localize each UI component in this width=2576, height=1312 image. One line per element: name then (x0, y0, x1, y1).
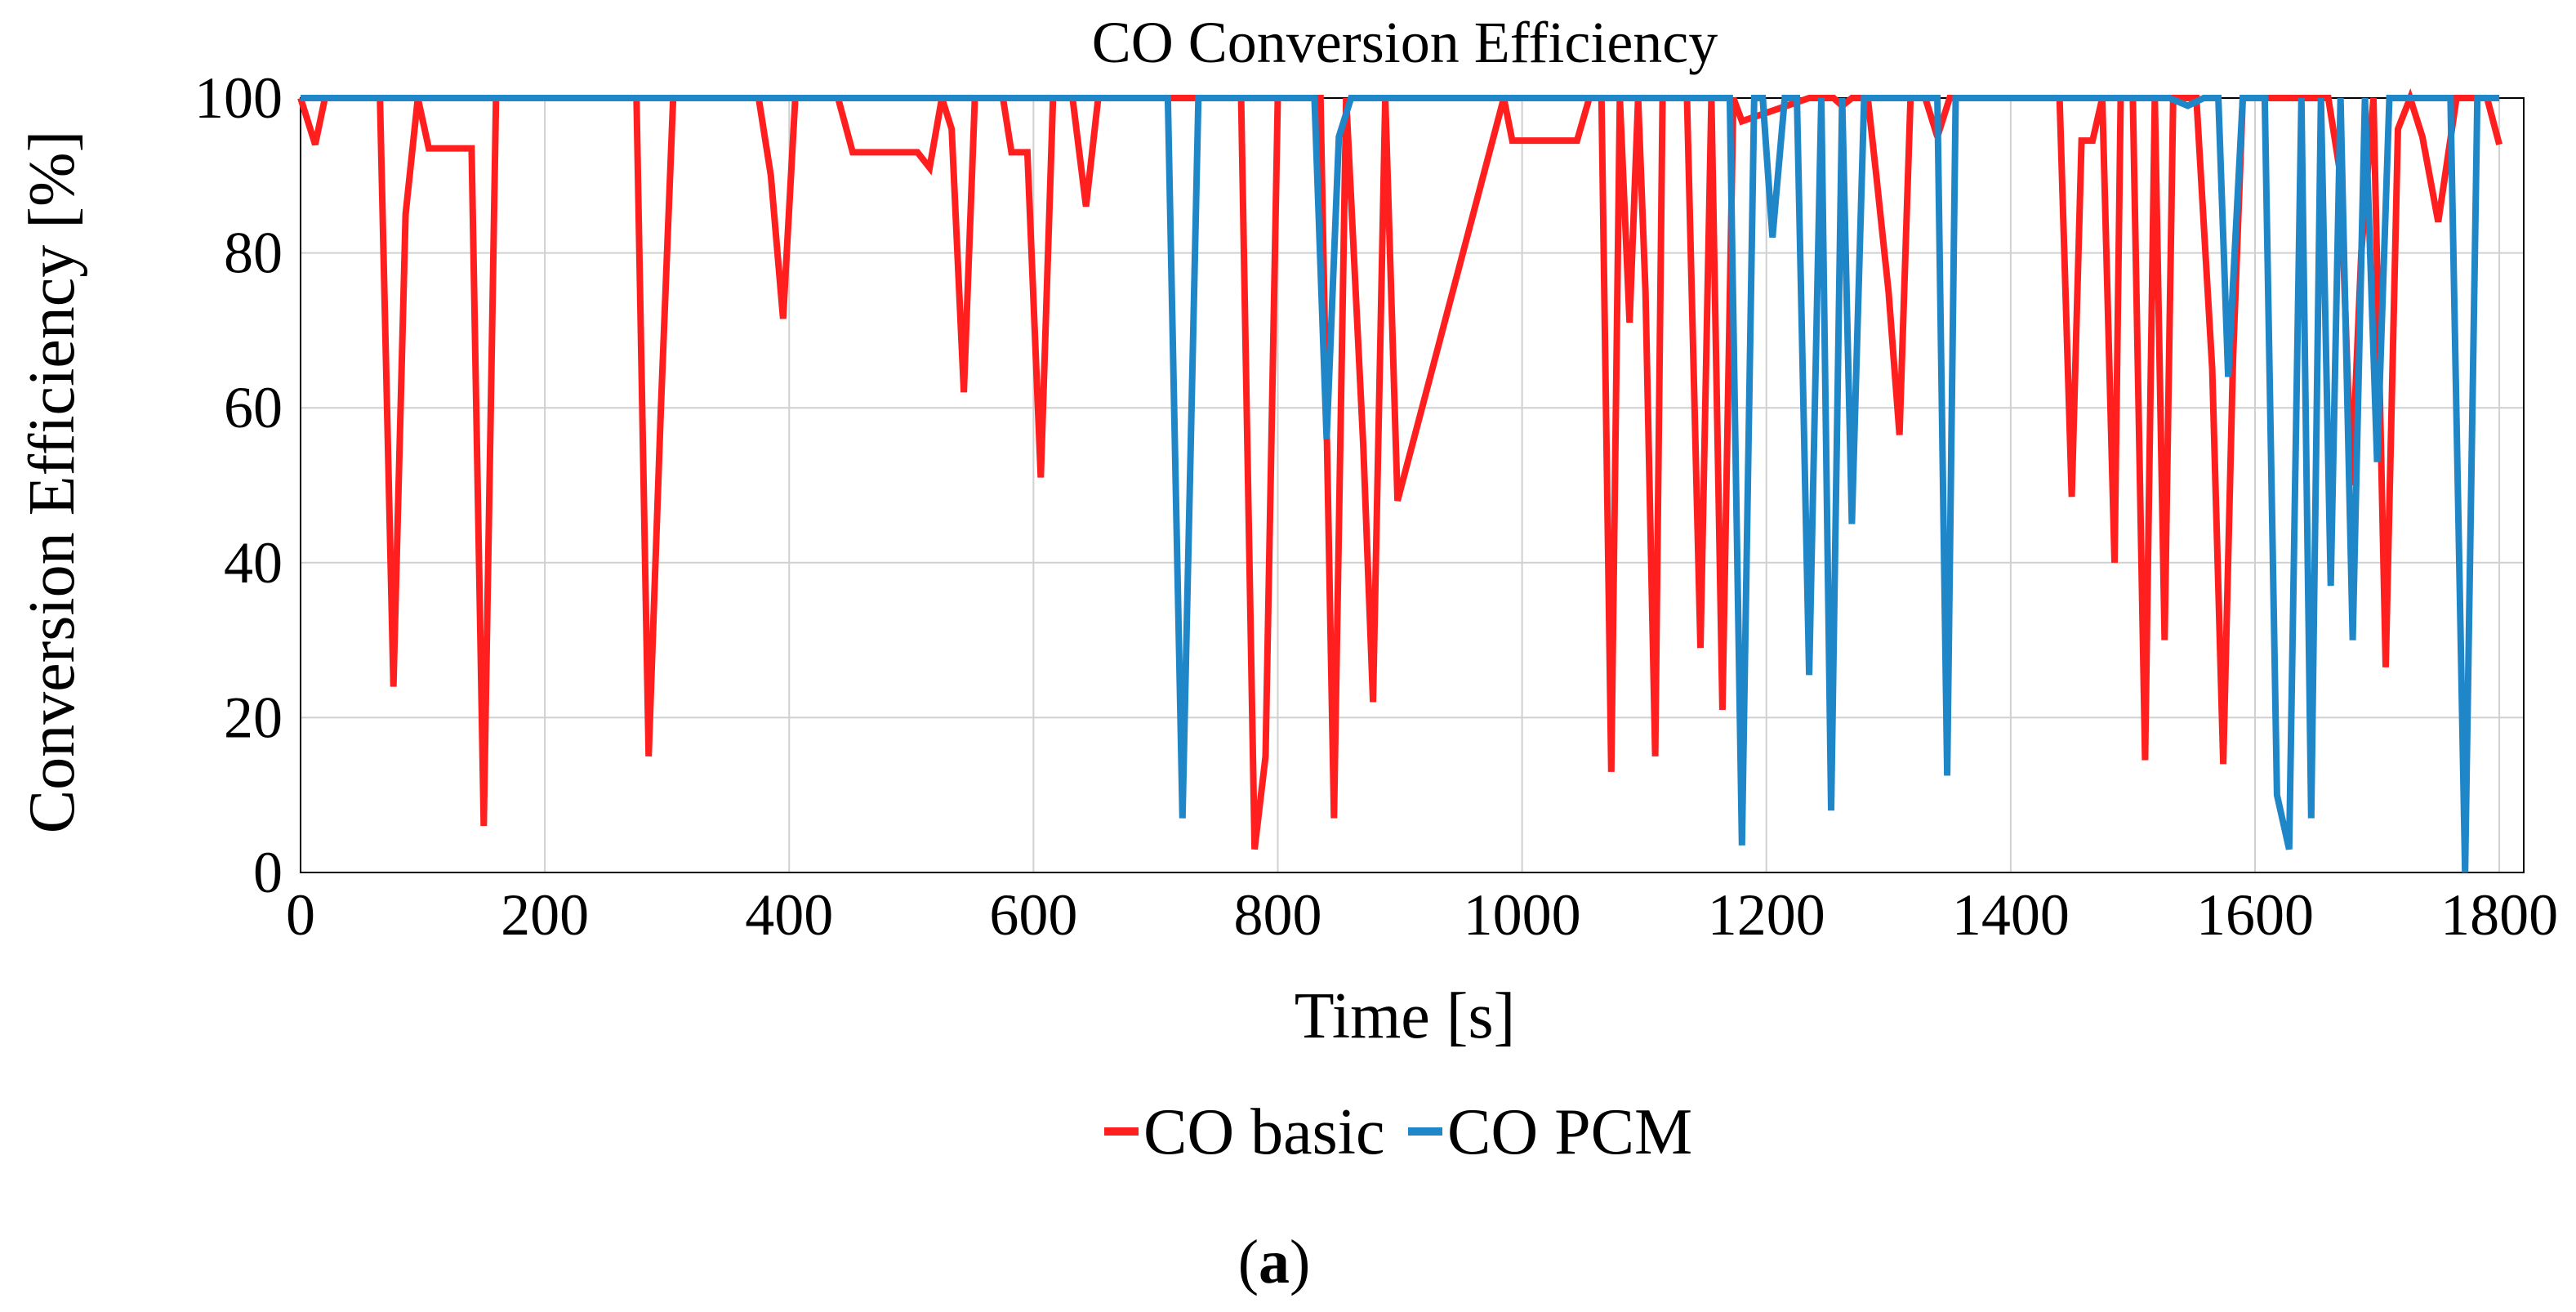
x-tick-label: 1600 (2196, 882, 2314, 948)
y-tick-label: 0 (253, 840, 283, 905)
y-tick-label: 40 (224, 530, 283, 596)
legend-label-co-pcm: CO PCM (1447, 1096, 1692, 1168)
legend-label-co-basic: CO basic (1143, 1096, 1385, 1168)
x-tick-label: 0 (286, 882, 315, 948)
x-tick-label: 600 (989, 882, 1077, 948)
series-layer (297, 88, 2502, 873)
chart-title: CO Conversion Efficiency (1092, 10, 1718, 75)
caption-letter: a (1259, 1228, 1290, 1296)
figure-caption: (a) (1238, 1228, 1311, 1296)
x-tick-label: 1800 (2440, 882, 2558, 948)
y-tick-label: 20 (224, 685, 283, 750)
x-tick-label: 1200 (1708, 882, 1825, 948)
legend: CO basic CO PCM (1104, 1096, 1692, 1168)
y-axis-label: Conversion Efficiency [%] (16, 131, 88, 833)
x-tick-label: 200 (501, 882, 589, 948)
y-tick-label: 100 (194, 65, 283, 131)
y-tick-label: 80 (224, 221, 283, 286)
x-axis-label: Time [s] (1295, 980, 1515, 1052)
x-axis-ticks: 0 200 400 600 800 1000 1200 1400 1600 1800 (286, 882, 2558, 948)
x-tick-label: 1000 (1464, 882, 1581, 948)
series-line-co-pcm (301, 95, 2500, 873)
x-tick-label: 1400 (1952, 882, 2070, 948)
y-tick-label: 60 (224, 375, 283, 440)
x-tick-label: 400 (745, 882, 833, 948)
x-tick-label: 800 (1233, 882, 1321, 948)
y-axis-ticks: 0 20 40 60 80 100 (194, 65, 283, 905)
